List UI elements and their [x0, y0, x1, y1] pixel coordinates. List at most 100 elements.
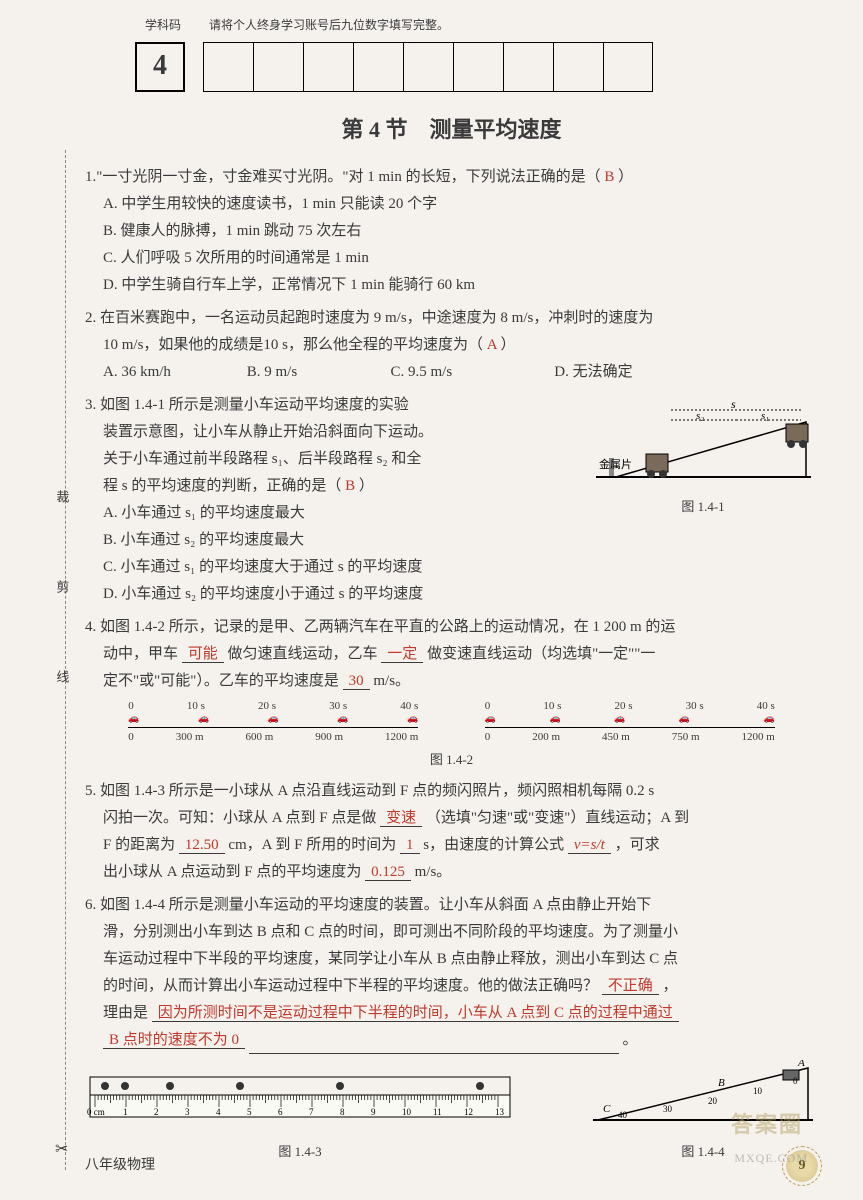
svg-text:B: B — [718, 1077, 725, 1089]
svg-text:C: C — [167, 1075, 174, 1078]
q4-ans2: 一定 — [381, 646, 423, 663]
id-box-group[interactable] — [203, 42, 653, 92]
margin-char-2: 剪 — [50, 580, 73, 605]
id-box[interactable] — [603, 42, 653, 92]
q6-s4a: 的时间，从而计算出小车运动过程中下半程的平均速度。他的做法正确吗？ — [103, 978, 598, 994]
figure-1-4-1: 金属片 s s₂ s₁ 图 1.4-1 — [588, 392, 818, 518]
q6-ans3: B 点时的速度不为 0 — [103, 1032, 245, 1049]
bottom-figures: A B C D E F 0 cm12345678910111213 图 1.4-… — [85, 1060, 818, 1163]
section-title: 第 4 节 测量平均速度 — [85, 110, 818, 150]
q6-ans1: 不正确 — [602, 978, 659, 995]
svg-text:0 cm: 0 cm — [87, 1107, 105, 1117]
q5-ans1: 变速 — [380, 810, 422, 827]
svg-text:40: 40 — [618, 1110, 628, 1120]
q5-s4a: 出小球从 A 点运动到 F 点的平均速度为 — [103, 864, 361, 880]
svg-text:3: 3 — [185, 1107, 190, 1117]
q3-stem-end: ） — [359, 478, 374, 494]
svg-text:6: 6 — [278, 1107, 283, 1117]
q3-optD: D. 小车通过 s₂ 的平均速度小于通过 s 的平均速度 — [85, 581, 818, 608]
scissors-icon: ✂ — [55, 1136, 68, 1165]
question-6: 6. 如图 1.4-4 所示是测量小车运动的平均速度的装置。让小车从斜面 A 点… — [85, 892, 818, 1054]
svg-text:C: C — [603, 1103, 611, 1115]
cut-line — [65, 150, 66, 1170]
id-box[interactable] — [253, 42, 303, 92]
svg-text:10: 10 — [402, 1107, 412, 1117]
svg-text:A: A — [797, 1060, 805, 1069]
q4-s2a: 动中，甲车 — [103, 646, 178, 662]
q2-optD: D. 无法确定 — [554, 359, 632, 386]
watermark-text: 答案圈 — [731, 1105, 803, 1145]
q5-ans3: 1 — [400, 837, 420, 854]
q5-ans5: 0.125 — [365, 864, 411, 881]
q5-ans4: v=s/t — [568, 837, 611, 854]
q4-ans1: 可能 — [182, 646, 224, 663]
question-3: 金属片 s s₂ s₁ 图 1.4-1 3. 如图 1.4-1 所示是测量小车运… — [85, 392, 818, 608]
page-footer: 八年级物理 9 — [85, 1150, 818, 1182]
id-box[interactable] — [503, 42, 553, 92]
q1-optA: A. 中学生用较快的速度读书，1 min 只能读 20 个字 — [85, 191, 818, 218]
q3-optC: C. 小车通过 s₁ 的平均速度大于通过 s 的平均速度 — [85, 554, 818, 581]
svg-text:9: 9 — [371, 1107, 376, 1117]
svg-text:11: 11 — [433, 1107, 442, 1117]
id-box[interactable] — [353, 42, 403, 92]
svg-text:s₂: s₂ — [696, 410, 704, 422]
svg-text:s₁: s₁ — [761, 410, 769, 422]
q2-optB: B. 9 m/s — [247, 359, 387, 386]
q5-s2a: 闪拍一次。可知：小球从 A 点到 F 点是做 — [103, 810, 376, 826]
figure-1-4-2: 010 s20 s30 s40 s 🚗🚗🚗🚗🚗 0300 m600 m900 m… — [85, 699, 818, 744]
q6-s4b: ， — [663, 978, 678, 994]
svg-text:8: 8 — [340, 1107, 345, 1117]
svg-text:7: 7 — [309, 1107, 314, 1117]
q2-optA: A. 36 km/h — [103, 359, 243, 386]
q4-s3a: 定不"或"可能"）。乙车的平均速度是 — [103, 673, 339, 689]
subject-label: 学科码 — [145, 15, 181, 37]
q3-stem4: 程 s 的平均速度的判断，正确的是（ — [103, 478, 341, 494]
id-box[interactable] — [303, 42, 353, 92]
id-box[interactable] — [403, 42, 453, 92]
watermark-url: MXQE.COM — [734, 1148, 808, 1170]
svg-text:F: F — [477, 1075, 483, 1078]
q4-s3b: m/s。 — [373, 673, 410, 689]
svg-text:5: 5 — [247, 1107, 252, 1117]
q1-stem: 1."一寸光阴一寸金，寸金难买寸光阴。"对 1 min 的长短，下列说法正确的是… — [85, 169, 601, 185]
q5-s3c: s，由速度的计算公式 — [423, 837, 564, 853]
q5-s3a: F 的距离为 — [103, 837, 175, 853]
fig-1-4-1-label: 图 1.4-1 — [588, 495, 818, 518]
q1-optD: D. 中学生骑自行车上学，正常情况下 1 min 能骑行 60 km — [85, 272, 818, 299]
question-2: 2. 在百米赛跑中，一名运动员起跑时速度为 9 m/s，中途速度为 8 m/s，… — [85, 305, 818, 386]
svg-text:A: A — [102, 1075, 110, 1078]
svg-text:10: 10 — [753, 1086, 763, 1096]
q6-stem3: 车运动过程中下半段的平均速度，某同学让小车从 B 点由静止释放，测出小车到达 C… — [85, 946, 818, 973]
q5-stem1: 5. 如图 1.4-3 所示是一小球从 A 点沿直线运动到 F 点的频闪照片，频… — [85, 778, 818, 805]
question-5: 5. 如图 1.4-3 所示是一小球从 A 点沿直线运动到 F 点的频闪照片，频… — [85, 778, 818, 886]
q4-stem1: 4. 如图 1.4-2 所示，记录的是甲、乙两辆汽车在平直的公路上的运动情况，在… — [85, 614, 818, 641]
q6-ans2: 因为所测时间不是运动过程中下半程的时间，小车从 A 点到 C 点的过程中通过 — [152, 1005, 679, 1022]
q4-s2c: 做变速直线运动（均选填"一定""一 — [427, 646, 655, 662]
fig-1-4-2-label: 图 1.4-2 — [85, 748, 818, 771]
q3-optB: B. 小车通过 s₂ 的平均速度最大 — [85, 527, 818, 554]
blank-line — [249, 1037, 619, 1054]
q1-stem-end: ） — [618, 169, 633, 185]
timeline-b: 010 s20 s30 s40 s 🚗🚗🚗🚗🚗 0200 m450 m750 m… — [485, 699, 775, 744]
q2-stem2: 10 m/s，如果他的成绩是10 s，那么他全程的平均速度为（ — [103, 337, 483, 353]
margin-char-1: 裁 — [50, 490, 73, 515]
q1-answer: B — [604, 169, 614, 185]
q2-stem1: 2. 在百米赛跑中，一名运动员起跑时速度为 9 m/s，中途速度为 8 m/s，… — [85, 305, 818, 332]
q1-optB: B. 健康人的脉搏，1 min 跳动 75 次左右 — [85, 218, 818, 245]
q2-optC: C. 9.5 m/s — [391, 359, 551, 386]
svg-text:13: 13 — [495, 1107, 505, 1117]
q5-s3d: ，可求 — [615, 837, 660, 853]
q2-stem-end: ） — [501, 337, 516, 353]
svg-text:4: 4 — [216, 1107, 221, 1117]
header-labels: 学科码 请将个人终身学习账号后九位数字填写完整。 — [85, 15, 818, 37]
q2-answer: A — [487, 337, 497, 353]
timeline-a: 010 s20 s30 s40 s 🚗🚗🚗🚗🚗 0300 m600 m900 m… — [128, 699, 418, 744]
q6-s5b: 。 — [623, 1032, 638, 1048]
q4-ans3: 30 — [343, 673, 370, 690]
id-box[interactable] — [203, 42, 253, 92]
question-4: 4. 如图 1.4-2 所示，记录的是甲、乙两辆汽车在平直的公路上的运动情况，在… — [85, 614, 818, 772]
svg-text:金属片: 金属片 — [599, 457, 632, 471]
footer-grade: 八年级物理 — [85, 1153, 155, 1178]
id-box[interactable] — [453, 42, 503, 92]
id-box[interactable] — [553, 42, 603, 92]
